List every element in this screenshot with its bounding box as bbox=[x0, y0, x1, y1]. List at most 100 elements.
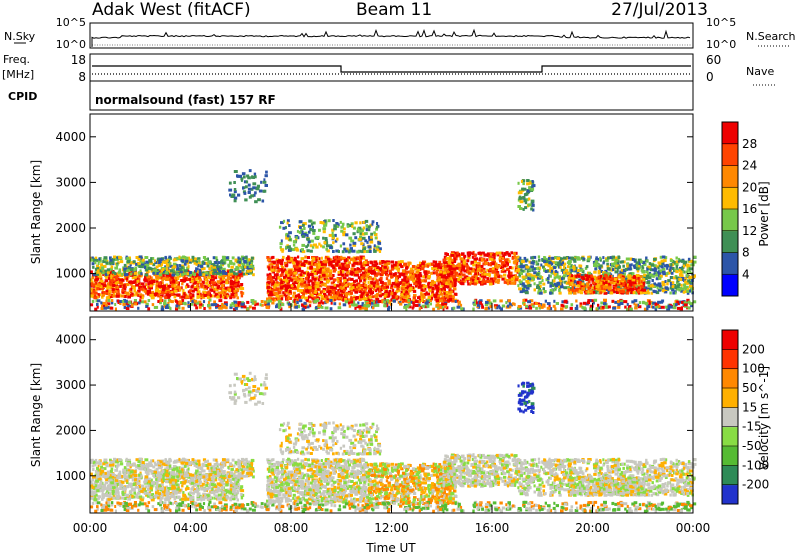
power-echo bbox=[188, 294, 193, 298]
power-echo bbox=[148, 259, 151, 263]
power-echo bbox=[620, 268, 623, 272]
power-echo bbox=[406, 277, 409, 281]
power-echo bbox=[248, 261, 252, 265]
power-echo bbox=[170, 269, 174, 273]
power-echo bbox=[582, 273, 587, 277]
power-echo bbox=[682, 283, 687, 287]
power-echo bbox=[564, 280, 567, 284]
power-echo bbox=[669, 267, 672, 271]
power-echo bbox=[266, 256, 270, 259]
power-echo bbox=[675, 287, 679, 291]
power-echo bbox=[302, 262, 306, 266]
power-echo bbox=[478, 258, 481, 262]
power-echo bbox=[356, 257, 360, 260]
power-echo bbox=[370, 280, 374, 284]
power-echo bbox=[553, 273, 557, 277]
power-echo bbox=[207, 275, 212, 279]
power-echo bbox=[350, 239, 355, 243]
power-echo bbox=[292, 286, 296, 290]
power-echo bbox=[214, 293, 219, 297]
power-echo bbox=[232, 295, 236, 298]
power-echo bbox=[506, 268, 510, 271]
power-echo bbox=[313, 277, 317, 281]
power-echo bbox=[682, 290, 686, 294]
power-echo bbox=[521, 187, 524, 191]
power-echo bbox=[406, 279, 410, 283]
power-echo bbox=[119, 280, 122, 284]
power-echo bbox=[448, 257, 452, 260]
power-echo bbox=[112, 285, 115, 289]
power-echo bbox=[528, 197, 531, 201]
power-echo bbox=[246, 269, 250, 273]
power-echo bbox=[310, 262, 315, 266]
power-echo bbox=[646, 267, 649, 271]
power-echo bbox=[637, 258, 642, 262]
power-echo bbox=[582, 284, 586, 288]
power-echo bbox=[305, 245, 308, 249]
power-echo bbox=[522, 207, 525, 211]
power-echo bbox=[163, 276, 166, 280]
power-echo bbox=[354, 287, 358, 291]
power-echo bbox=[116, 285, 119, 289]
power-echo bbox=[239, 274, 244, 278]
power-echo bbox=[143, 287, 147, 291]
power-echo bbox=[602, 271, 606, 275]
power-echo bbox=[387, 291, 391, 295]
power-echo bbox=[208, 294, 212, 298]
power-echo bbox=[531, 278, 534, 282]
power-echo bbox=[341, 270, 345, 274]
power-echo bbox=[103, 256, 108, 260]
power-echo bbox=[306, 237, 310, 241]
power-echo bbox=[609, 277, 613, 281]
power-echo bbox=[646, 281, 650, 285]
power-echo bbox=[309, 228, 312, 231]
power-echo bbox=[605, 258, 609, 262]
power-echo bbox=[152, 263, 156, 267]
power-echo bbox=[404, 288, 408, 292]
power-echo bbox=[403, 275, 407, 279]
power-echo bbox=[342, 231, 346, 234]
power-echo bbox=[507, 252, 511, 256]
power-echo bbox=[471, 252, 474, 256]
power-echo bbox=[161, 260, 166, 264]
power-echo bbox=[273, 268, 276, 272]
power-echo bbox=[279, 274, 283, 278]
power-echo bbox=[390, 260, 394, 264]
power-echo bbox=[341, 225, 344, 229]
power-echo bbox=[323, 277, 326, 281]
power-echo bbox=[212, 268, 217, 272]
power-echo bbox=[392, 263, 397, 267]
power-echo bbox=[517, 284, 520, 288]
power-echo bbox=[612, 286, 617, 289]
power-echo bbox=[367, 289, 371, 293]
power-echo bbox=[489, 257, 492, 261]
power-echo bbox=[369, 288, 372, 292]
power-echo bbox=[604, 269, 608, 273]
power-echo bbox=[198, 261, 201, 265]
power-echo bbox=[170, 293, 174, 296]
power-echo bbox=[222, 288, 226, 292]
power-echo bbox=[223, 293, 226, 296]
power-echo bbox=[500, 274, 503, 278]
power-echo bbox=[604, 281, 608, 285]
power-echo bbox=[379, 276, 383, 280]
power-echo bbox=[306, 288, 311, 291]
power-echo bbox=[563, 286, 568, 290]
power-echo bbox=[475, 274, 478, 278]
power-echo bbox=[406, 282, 410, 286]
power-echo bbox=[220, 284, 225, 288]
power-echo bbox=[320, 263, 324, 266]
power-echo bbox=[325, 247, 328, 251]
power-echo bbox=[567, 280, 570, 284]
power-echo bbox=[675, 260, 680, 264]
power-echo bbox=[586, 259, 590, 263]
power-echo bbox=[426, 276, 431, 280]
power-echo bbox=[279, 286, 284, 290]
power-echo bbox=[288, 231, 292, 235]
power-echo bbox=[322, 265, 327, 269]
power-echo bbox=[509, 271, 513, 275]
power-echo bbox=[222, 255, 226, 259]
power-echo bbox=[597, 287, 601, 291]
power-echo bbox=[325, 295, 329, 299]
power-echo bbox=[542, 266, 545, 269]
